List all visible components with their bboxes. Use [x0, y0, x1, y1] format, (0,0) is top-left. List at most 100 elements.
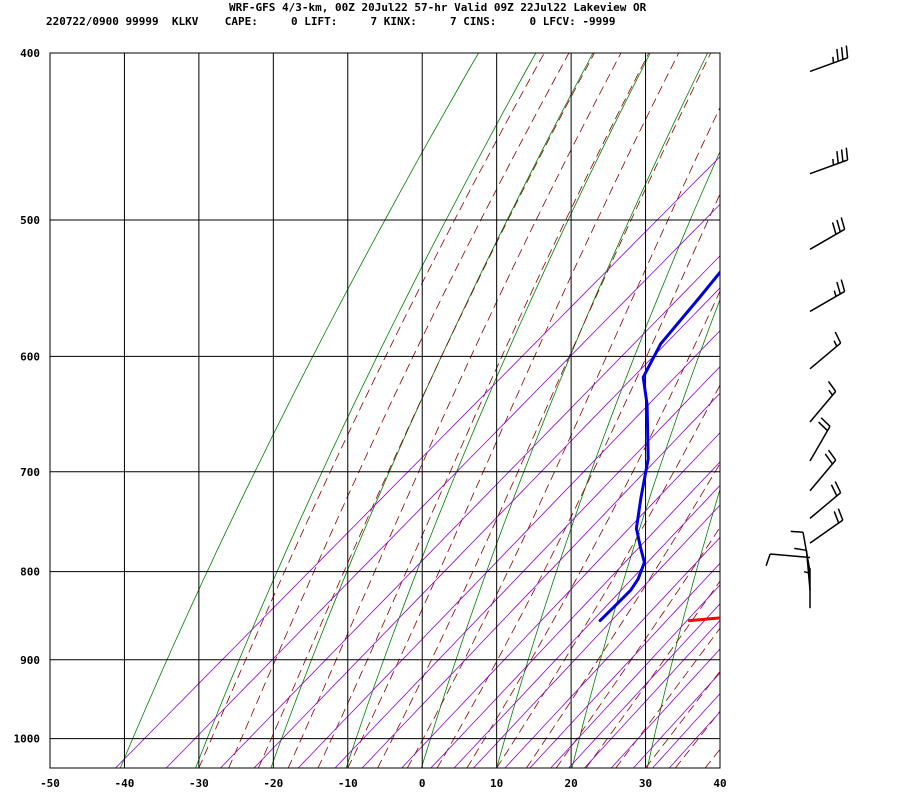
- wind-barb-half-feather: [803, 570, 811, 574]
- wind-barb: [809, 45, 849, 73]
- dry-adiabat: [270, 53, 594, 768]
- wind-barb: [794, 547, 811, 591]
- mixing-ratio-line: [401, 432, 720, 768]
- wind-barb: [809, 279, 846, 313]
- pressure-tick-label: 500: [20, 214, 40, 227]
- grid-lines: [50, 53, 720, 768]
- moist-adiabat: [347, 53, 680, 768]
- wind-barb-feather: [836, 48, 839, 62]
- moist-adiabat: [555, 526, 720, 768]
- wind-barb-feather: [824, 453, 834, 465]
- dewpoint-trace: [598, 269, 720, 623]
- wind-barb: [765, 553, 811, 566]
- temperature-trace: [687, 616, 720, 623]
- mixing-ratio-line: [165, 203, 720, 768]
- moist-adiabat: [585, 580, 720, 768]
- wind-barb-feather: [837, 508, 844, 521]
- wind-barb-half-feather: [832, 56, 835, 64]
- mixing-ratio-line: [430, 461, 720, 768]
- sounding-indices: 220722/0900 99999 KLKV CAPE: 0 LIFT: 7 K…: [46, 15, 616, 28]
- wind-barb: [809, 508, 844, 544]
- wind-barb-feather: [790, 530, 804, 534]
- wind-barb-staff: [809, 159, 848, 175]
- wind-barb-staff: [809, 228, 846, 250]
- mixing-ratio-line: [453, 484, 720, 768]
- wind-barb-half-feather: [828, 389, 834, 396]
- wind-barb-feather: [840, 279, 846, 292]
- wind-barb: [809, 217, 846, 250]
- temperature-tick-label: -20: [263, 777, 283, 790]
- wind-barb-staff: [809, 342, 842, 370]
- dry-adiabat: [119, 53, 479, 768]
- wind-barb-feather: [827, 449, 837, 461]
- wind-barb-feather: [827, 380, 837, 392]
- wind-barb-feather: [840, 217, 846, 230]
- wind-barb: [809, 380, 837, 423]
- moist-adiabat: [526, 462, 720, 768]
- wind-barb-feather: [818, 421, 829, 432]
- temperature-tick-label: 10: [490, 777, 503, 790]
- moist-adiabat: [496, 384, 720, 768]
- dry-adiabat: [345, 53, 651, 768]
- wind-barb-half-feather: [833, 340, 838, 347]
- pressure-tick-label: 700: [20, 466, 40, 479]
- pressure-tick-label: 600: [20, 350, 40, 363]
- mixing-ratio-line: [633, 672, 720, 768]
- mixing-ratio-line: [473, 504, 720, 768]
- mixing-ratio-line: [652, 693, 720, 768]
- wind-barb: [809, 417, 831, 462]
- wind-barb-feather: [845, 147, 849, 161]
- temperature-tick-label: 40: [713, 777, 726, 790]
- moist-adiabat: [287, 53, 622, 768]
- dry-adiabat: [496, 150, 720, 768]
- wind-barb-feather: [794, 547, 807, 552]
- moist-adiabat: [466, 290, 720, 768]
- wind-barb-staff: [770, 553, 811, 559]
- moist-adiabat: [645, 670, 720, 768]
- moist-adiabat: [704, 748, 720, 768]
- dry-adiabat: [421, 53, 708, 768]
- wind-barb-feather: [833, 511, 840, 524]
- moist-adiabat: [198, 53, 545, 768]
- wind-barb-feather: [831, 222, 837, 235]
- wind-barb-staff: [809, 519, 844, 544]
- dry-adiabat: [723, 53, 900, 768]
- wind-barbs: [765, 45, 849, 609]
- wind-barb-staff: [809, 425, 831, 462]
- temperature-tick-label: -50: [40, 777, 60, 790]
- mixing-ratio-line: [584, 619, 720, 768]
- wind-barb-staff: [809, 492, 842, 519]
- wind-barb-feather: [836, 281, 842, 295]
- plot-frame: [49, 52, 721, 769]
- mixing-ratio-line: [529, 562, 720, 768]
- chart-title: WRF-GFS 4/3-km, 00Z 20Jul22 57-hr Valid …: [229, 1, 647, 14]
- dry-adiabat: [873, 53, 900, 768]
- wind-barb-staff: [809, 290, 846, 313]
- wind-barb-staff: [809, 57, 848, 73]
- mixing-ratio-line: [253, 287, 720, 768]
- wind-barb-feather: [765, 553, 771, 566]
- moist-adiabat: [258, 53, 595, 768]
- moist-adiabat: [317, 53, 650, 768]
- wind-barb-feather: [834, 481, 842, 493]
- wind-barb: [809, 331, 842, 370]
- dry-adiabat: [195, 53, 537, 768]
- background-lines: [115, 53, 900, 768]
- wind-barb-half-feather: [833, 290, 837, 297]
- wind-barb-feather: [820, 417, 831, 427]
- moist-adiabat: [228, 53, 570, 768]
- wind-barb-feather: [836, 151, 839, 164]
- dry-adiabat: [646, 488, 720, 768]
- wind-barb-feather: [840, 149, 844, 162]
- temperature-tick-label: 0: [419, 777, 426, 790]
- wind-barb: [809, 449, 837, 492]
- mixing-ratio-line: [568, 603, 720, 768]
- wind-barb-feather: [830, 484, 838, 497]
- mixing-ratio-line: [115, 156, 720, 768]
- pressure-tick-label: 900: [20, 654, 40, 667]
- wind-barb-feather: [845, 45, 849, 58]
- mixing-ratio-line: [504, 536, 720, 768]
- mixing-ratio-line: [550, 584, 720, 768]
